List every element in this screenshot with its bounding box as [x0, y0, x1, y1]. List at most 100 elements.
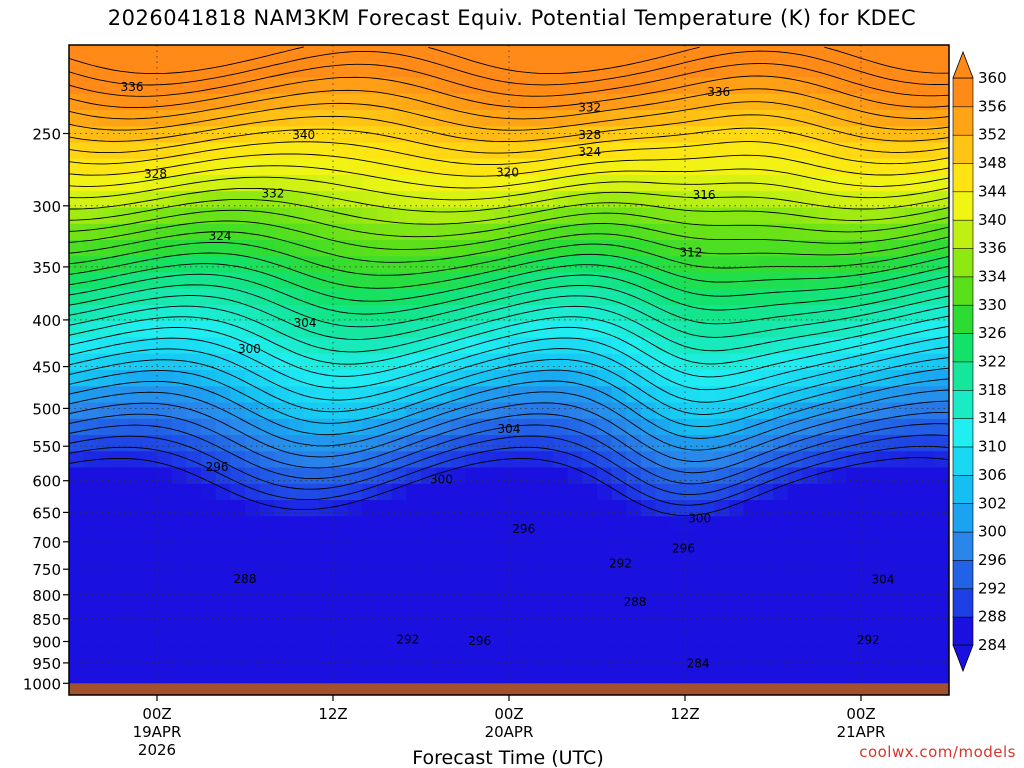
field-cell: [890, 532, 906, 550]
field-cell: [259, 597, 275, 615]
field-cell: [817, 418, 833, 436]
field-cell: [127, 256, 143, 274]
field-cell: [465, 581, 481, 599]
field-cell: [142, 77, 158, 95]
field-cell: [611, 402, 627, 420]
field-cell: [215, 548, 231, 566]
field-cell: [318, 565, 334, 582]
field-cell: [611, 662, 627, 680]
field-cell: [597, 435, 613, 452]
field-cell: [538, 158, 554, 176]
field-cell: [171, 532, 187, 550]
field-cell: [303, 223, 319, 241]
field-cell: [303, 142, 319, 160]
field-cell: [450, 110, 466, 127]
field-cell: [259, 565, 275, 582]
field-cell: [802, 240, 818, 257]
field-cell: [83, 646, 99, 664]
field-cell: [538, 646, 554, 664]
field-cell: [714, 646, 730, 664]
field-cell: [450, 613, 466, 631]
field-cell: [157, 418, 173, 436]
field-cell: [479, 402, 495, 420]
field-cell: [171, 646, 187, 664]
field-cell: [919, 548, 935, 566]
field-cell: [934, 548, 949, 566]
field-cell: [831, 207, 847, 225]
field-cell: [817, 467, 833, 485]
field-cell: [729, 451, 745, 469]
field-cell: [98, 61, 114, 79]
field-cell: [714, 597, 730, 615]
field-cell: [699, 565, 715, 582]
field-cell: [83, 353, 99, 371]
field-cell: [655, 613, 671, 631]
field-cell: [567, 337, 583, 355]
field-cell: [773, 451, 789, 469]
field-cell: [846, 532, 862, 550]
field-cell: [714, 77, 730, 95]
field-cell: [919, 581, 935, 599]
field-cell: [259, 61, 275, 79]
field-cell: [303, 532, 319, 550]
field-cell: [450, 240, 466, 257]
field-cell: [567, 77, 583, 95]
field-cell: [875, 532, 891, 550]
field-cell: [758, 191, 774, 209]
contour-line: [69, 241, 949, 276]
field-cell: [98, 207, 114, 225]
field-cell: [509, 435, 525, 452]
field-cell: [670, 321, 686, 339]
field-cell: [905, 418, 921, 436]
field-cell: [157, 630, 173, 647]
field-cell: [186, 483, 202, 501]
field-cell: [201, 565, 217, 582]
field-cell: [186, 581, 202, 599]
field-cell: [597, 305, 613, 322]
field-cell: [685, 240, 701, 257]
field-cell: [435, 532, 451, 550]
field-cell: [729, 175, 745, 192]
field-cell: [641, 402, 657, 420]
field-cell: [69, 370, 85, 387]
field-cell: [582, 142, 598, 160]
contour-label: 304: [872, 573, 895, 587]
field-cell: [391, 516, 407, 534]
field-cell: [758, 613, 774, 631]
field-cell: [113, 451, 129, 469]
field-cell: [406, 223, 422, 241]
field-cell: [201, 45, 217, 62]
field-cell: [157, 500, 173, 517]
field-cell: [509, 126, 525, 144]
field-cell: [597, 402, 613, 420]
field-cell: [201, 288, 217, 306]
field-cell: [787, 321, 803, 339]
field-cell: [509, 240, 525, 257]
field-cell: [435, 597, 451, 615]
field-cell: [773, 240, 789, 257]
field-cell: [685, 158, 701, 176]
field-cell: [347, 93, 363, 111]
field-cell: [127, 500, 143, 517]
field-cell: [538, 110, 554, 127]
field-cell: [582, 500, 598, 517]
field-cell: [919, 175, 935, 192]
field-cell: [391, 435, 407, 452]
field-cell: [362, 402, 378, 420]
field-cell: [729, 662, 745, 680]
colorbar-label: 314: [978, 409, 1007, 427]
field-cell: [362, 613, 378, 631]
field-cell: [934, 630, 949, 647]
field-cell: [347, 532, 363, 550]
field-cell: [377, 45, 393, 62]
field-cell: [465, 548, 481, 566]
field-cell: [509, 175, 525, 192]
field-cell: [157, 662, 173, 680]
field-cell: [347, 337, 363, 355]
field-cell: [406, 646, 422, 664]
field-cell: [406, 77, 422, 95]
field-cell: [201, 110, 217, 127]
field-cell: [69, 223, 85, 241]
field-cell: [802, 500, 818, 517]
field-cell: [743, 386, 759, 404]
